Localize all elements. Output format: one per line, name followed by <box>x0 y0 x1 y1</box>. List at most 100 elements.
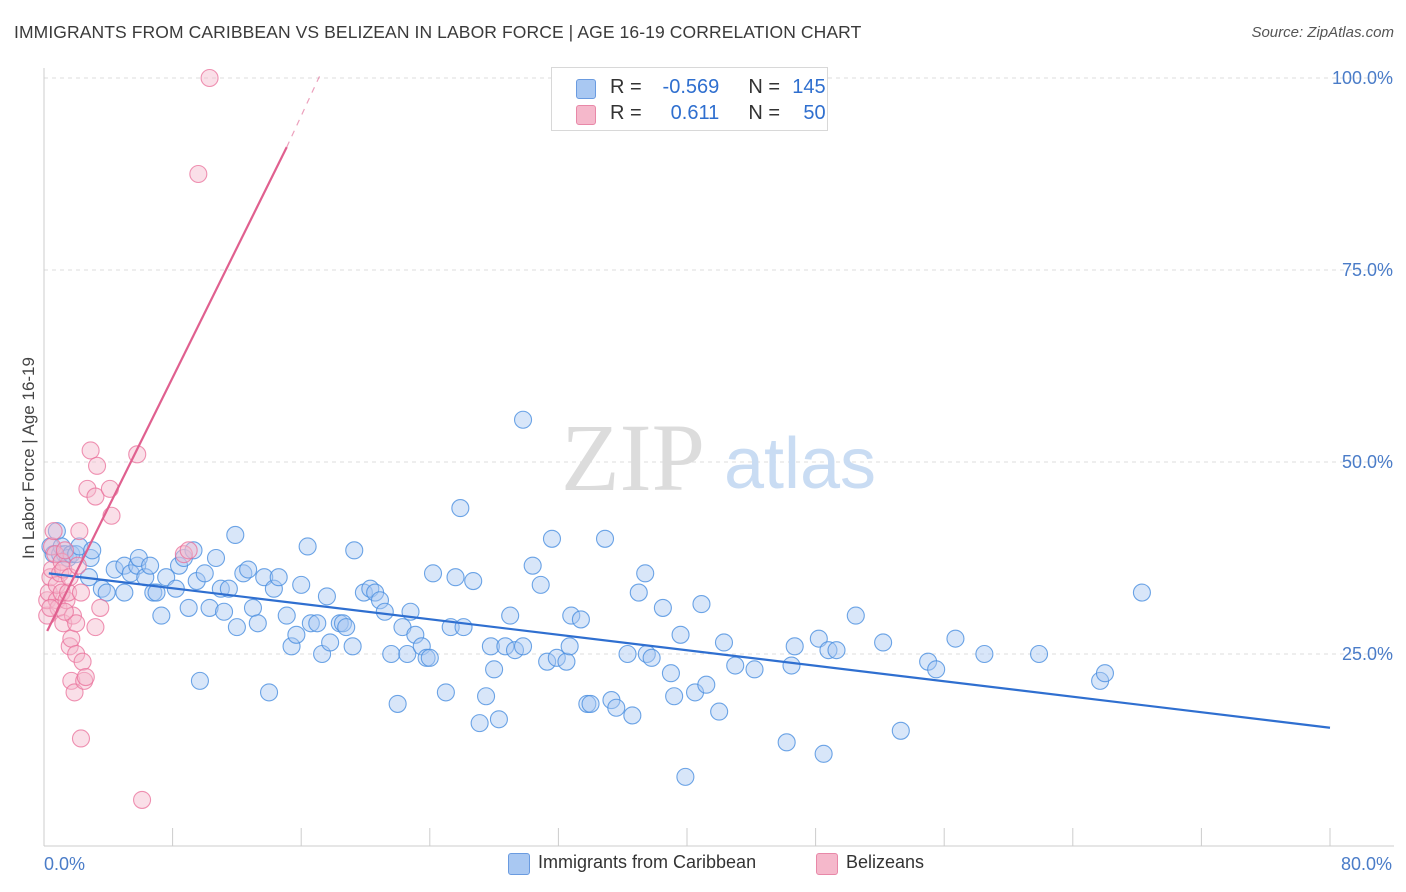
caribbean-point <box>287 625 306 644</box>
caribbean-point <box>571 610 590 629</box>
belizean-point <box>71 583 91 602</box>
caribbean-point <box>542 529 562 548</box>
caribbean-point <box>115 556 134 575</box>
caribbean-point <box>451 499 470 518</box>
caribbean-point <box>179 598 198 617</box>
caribbean-point <box>206 548 226 568</box>
belizean-trend-line <box>46 146 288 632</box>
caribbean-point <box>200 598 219 617</box>
y-tick-label: 25.0% <box>1342 644 1393 664</box>
caribbean-point <box>464 571 483 591</box>
caribbean-point <box>671 625 690 644</box>
watermark-zip: ZIP <box>561 404 705 511</box>
y-tick-label: 75.0% <box>1342 260 1393 280</box>
caribbean-point <box>481 637 500 656</box>
caribbean-point <box>547 648 566 667</box>
belizean-point <box>133 790 152 809</box>
caribbean-point <box>195 564 214 583</box>
caribbean-point <box>219 579 238 598</box>
belizean-points <box>38 68 219 809</box>
caribbean-point <box>269 568 288 587</box>
caribbean-point <box>97 583 116 602</box>
caribbean-point <box>382 644 401 664</box>
caribbean-point <box>531 575 550 594</box>
r-label: R = <box>610 76 642 98</box>
belizean-point <box>67 614 86 633</box>
belizean-point <box>73 652 92 671</box>
belizean-point <box>55 541 74 560</box>
n-label: N = <box>748 76 781 98</box>
belizean-point <box>86 618 105 637</box>
caribbean-point <box>710 702 729 721</box>
caribbean-point <box>308 614 327 633</box>
belizean-point <box>67 644 86 664</box>
caribbean-point <box>485 660 504 679</box>
caribbean-point <box>259 683 279 702</box>
caribbean-point <box>665 687 684 706</box>
caribbean-point <box>496 637 515 656</box>
belizean-point <box>60 637 79 656</box>
caribbean-point <box>1095 664 1114 683</box>
caribbean-point <box>697 675 716 694</box>
caribbean-point <box>239 560 258 579</box>
caribbean-point <box>523 556 542 575</box>
n-value: 145 <box>792 76 826 98</box>
belizean-point <box>87 456 107 475</box>
caribbean-point <box>248 614 267 633</box>
caribbean-point <box>282 637 301 656</box>
belizean-point <box>86 487 105 506</box>
x-tick-label-max: 80.0% <box>1341 854 1392 874</box>
caribbean-point <box>827 641 846 660</box>
caribbean-point <box>489 710 508 729</box>
r-label: R = <box>610 102 642 124</box>
caribbean-point <box>891 721 910 740</box>
caribbean-point <box>513 410 533 429</box>
caribbean-point <box>214 602 234 621</box>
legend-item-caribbean[interactable]: Immigrants from Caribbean <box>508 852 798 876</box>
legend-label: Belizeans <box>846 852 925 872</box>
caribbean-point <box>562 606 581 625</box>
caribbean-point <box>636 564 655 583</box>
caribbean-point <box>292 575 311 594</box>
caribbean-point <box>785 637 804 656</box>
caribbean-point <box>147 583 166 602</box>
caribbean-point <box>874 633 893 652</box>
caribbean-point <box>623 706 642 725</box>
caribbean-point <box>406 625 425 644</box>
caribbean-point <box>277 606 296 625</box>
caribbean-point <box>370 591 390 610</box>
belizean-point <box>76 667 95 687</box>
caribbean-point <box>321 633 340 652</box>
belizean-point <box>46 545 65 564</box>
legend-item-belizean[interactable]: Belizeans <box>816 852 946 876</box>
caribbean-point <box>301 614 320 633</box>
caribbean-points <box>41 410 1151 786</box>
caribbean-point <box>726 656 745 675</box>
caribbean-point <box>607 698 626 717</box>
r-value: 0.611 <box>670 102 720 124</box>
watermark-atlas: atlas <box>724 424 876 504</box>
caribbean-point <box>777 733 796 752</box>
caribbean-point <box>927 660 946 679</box>
r-value: -0.569 <box>662 76 720 98</box>
caribbean-point <box>560 637 579 656</box>
caribbean-point <box>388 694 407 713</box>
belizean-point <box>100 479 119 498</box>
caribbean-point <box>423 564 443 583</box>
belizean-point <box>91 598 110 617</box>
y-tick-label: 50.0% <box>1342 452 1393 472</box>
caribbean-point <box>501 606 520 625</box>
y-tick-labels: 100.0% 75.0% 50.0% 25.0% <box>1332 68 1393 664</box>
caribbean-trend-line <box>48 572 1331 729</box>
caribbean-point <box>436 683 455 702</box>
caribbean-point <box>692 595 711 614</box>
legend-label: Immigrants from Caribbean <box>538 852 757 872</box>
caribbean-point <box>317 587 336 606</box>
caribbean-point <box>629 583 648 602</box>
caribbean-swatch <box>576 79 596 99</box>
caribbean-point <box>184 541 203 560</box>
caribbean-point <box>975 644 994 664</box>
caribbean-point <box>345 541 364 560</box>
y-tick-label: 100.0% <box>1332 68 1393 88</box>
